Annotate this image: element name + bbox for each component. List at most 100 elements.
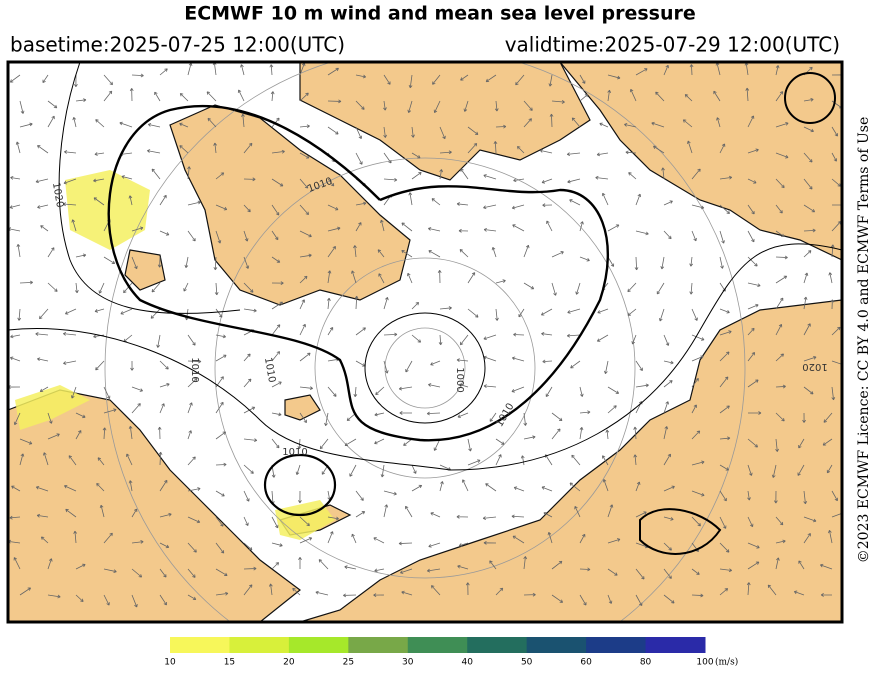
wind-arrow xyxy=(131,386,144,392)
wind-arrow xyxy=(213,256,218,271)
wind-arrow xyxy=(94,308,105,313)
wind-arrow xyxy=(826,464,833,474)
colorbar-segment xyxy=(229,637,290,653)
wind-arrow xyxy=(42,74,49,84)
wind-arrow xyxy=(327,67,339,76)
wind-arrow xyxy=(432,74,441,85)
wind-arrow xyxy=(243,353,251,362)
wind-arrow xyxy=(457,564,469,570)
wind-arrow xyxy=(545,386,553,398)
wind-arrow xyxy=(802,412,806,423)
wind-arrow xyxy=(243,490,250,502)
wind-arrow xyxy=(661,167,665,180)
wind-arrow xyxy=(94,152,105,156)
wind-arrow xyxy=(215,172,225,180)
wind-arrow xyxy=(539,149,553,154)
wind-arrow xyxy=(719,588,729,596)
wind-arrow xyxy=(327,204,339,211)
wind-arrow xyxy=(713,90,721,102)
wind-arrow xyxy=(579,74,586,84)
wind-arrow xyxy=(803,272,809,284)
wind-arrow xyxy=(271,351,281,362)
wind-arrow xyxy=(399,411,413,415)
wind-arrow xyxy=(489,560,497,570)
wind-arrow xyxy=(40,225,49,232)
wind-arrow xyxy=(428,383,441,388)
wind-arrow xyxy=(689,64,694,76)
wind-arrow xyxy=(493,141,498,154)
wind-arrow xyxy=(292,587,301,596)
wind-arrow xyxy=(206,91,217,102)
wind-arrow xyxy=(74,74,78,88)
wind-arrow xyxy=(523,412,528,426)
wind-arrow xyxy=(159,360,169,370)
wind-arrow xyxy=(408,192,413,206)
wind-arrow xyxy=(719,568,733,573)
wind-arrow xyxy=(126,453,133,466)
wind-arrow xyxy=(567,178,581,184)
wind-arrow xyxy=(566,152,581,157)
wind-arrow xyxy=(315,590,329,596)
wind-arrow xyxy=(327,516,340,521)
wind-arrow xyxy=(187,334,196,346)
wind-arrow xyxy=(373,537,385,544)
wind-arrow xyxy=(121,175,133,180)
wind-arrow xyxy=(456,358,469,362)
colorbar-unit: (m/s) xyxy=(715,657,738,668)
wind-arrow xyxy=(803,533,811,544)
wind-arrow xyxy=(523,556,528,570)
wind-arrow xyxy=(9,356,21,362)
wind-arrow xyxy=(187,166,191,180)
wind-arrow xyxy=(324,412,329,427)
wind-arrow xyxy=(327,246,336,258)
wind-arrow xyxy=(595,175,609,180)
wind-arrow xyxy=(511,514,525,519)
greenland xyxy=(169,104,411,306)
wind-arrow xyxy=(719,230,725,244)
wind-arrow xyxy=(465,582,470,596)
wind-arrow xyxy=(75,563,86,570)
wind-arrow xyxy=(747,256,758,267)
wind-arrow xyxy=(635,568,645,580)
wind-arrow xyxy=(803,386,814,395)
wind-arrow xyxy=(512,224,525,232)
wind-arrow xyxy=(37,204,49,209)
wind-arrow xyxy=(403,438,413,446)
wind-arrow xyxy=(551,100,565,104)
wind-arrow xyxy=(719,490,727,502)
wind-arrow xyxy=(633,426,638,440)
wind-arrow xyxy=(540,308,553,316)
wind-arrow xyxy=(495,279,506,284)
wind-arrow xyxy=(663,230,672,240)
wind-arrow xyxy=(157,426,162,440)
wind-arrow xyxy=(607,594,613,604)
wind-arrow xyxy=(103,408,117,414)
wind-arrow xyxy=(775,230,785,237)
wind-arrow xyxy=(39,308,49,320)
wind-arrow xyxy=(627,308,637,316)
wind-arrow xyxy=(551,428,561,440)
wind-arrow xyxy=(551,412,563,422)
wind-arrow xyxy=(215,204,228,211)
wind-arrow xyxy=(74,282,79,294)
wind-arrow xyxy=(579,410,591,415)
wind-arrow xyxy=(343,593,357,598)
wind-arrow xyxy=(495,124,507,129)
wind-arrow xyxy=(467,459,481,466)
wind-arrow xyxy=(408,74,413,89)
scandinavia-russia xyxy=(8,389,301,622)
wind-arrow xyxy=(520,455,525,466)
wind-arrow xyxy=(437,269,442,284)
validtime: validtime:2025-07-29 12:00(UTC) xyxy=(505,33,840,57)
wind-arrow xyxy=(73,530,78,544)
wind-arrow xyxy=(803,152,813,163)
wind-arrow xyxy=(831,386,836,401)
wind-arrow xyxy=(579,256,590,262)
wind-arrow xyxy=(775,152,789,159)
wind-arrow xyxy=(271,301,284,310)
isobar-label: 1000 xyxy=(454,367,465,392)
wind-arrows xyxy=(8,62,842,608)
wind-arrow xyxy=(548,74,553,87)
wind-arrow xyxy=(775,65,780,76)
wind-arrow xyxy=(151,168,161,180)
